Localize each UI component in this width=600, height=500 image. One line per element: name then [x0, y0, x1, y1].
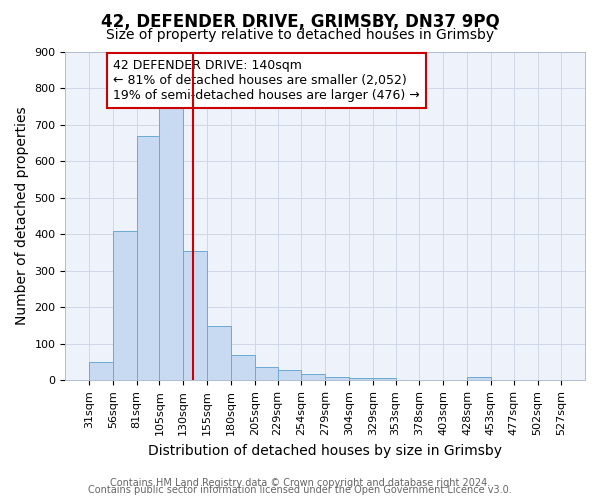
- Bar: [160, 106, 184, 380]
- Bar: [137, 136, 160, 380]
- Bar: [373, 378, 395, 380]
- Text: 42 DEFENDER DRIVE: 140sqm
← 81% of detached houses are smaller (2,052)
19% of se: 42 DEFENDER DRIVE: 140sqm ← 81% of detac…: [113, 59, 419, 102]
- Bar: [349, 378, 373, 380]
- Bar: [325, 376, 349, 380]
- Bar: [207, 326, 231, 380]
- Bar: [278, 370, 301, 380]
- Text: 42, DEFENDER DRIVE, GRIMSBY, DN37 9PQ: 42, DEFENDER DRIVE, GRIMSBY, DN37 9PQ: [101, 12, 499, 30]
- Bar: [231, 354, 255, 380]
- Bar: [184, 250, 207, 380]
- Bar: [467, 378, 491, 380]
- Bar: [113, 230, 137, 380]
- Bar: [301, 374, 325, 380]
- Text: Size of property relative to detached houses in Grimsby: Size of property relative to detached ho…: [106, 28, 494, 42]
- Text: Contains public sector information licensed under the Open Government Licence v3: Contains public sector information licen…: [88, 485, 512, 495]
- Text: Contains HM Land Registry data © Crown copyright and database right 2024.: Contains HM Land Registry data © Crown c…: [110, 478, 490, 488]
- Bar: [255, 367, 278, 380]
- Bar: [89, 362, 113, 380]
- Y-axis label: Number of detached properties: Number of detached properties: [15, 106, 29, 325]
- X-axis label: Distribution of detached houses by size in Grimsby: Distribution of detached houses by size …: [148, 444, 502, 458]
